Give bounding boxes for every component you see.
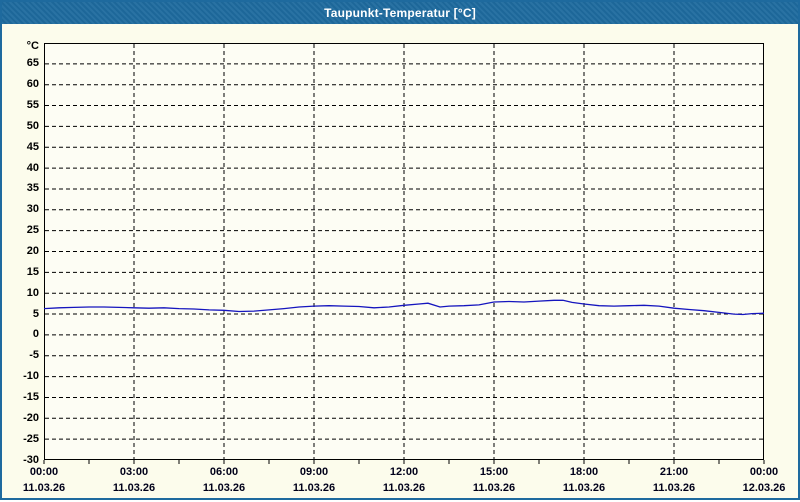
y-tick-label: 20 bbox=[26, 245, 39, 257]
x-tick-date-label: 11.03.26 bbox=[292, 482, 336, 494]
y-tick-label: -25 bbox=[23, 432, 39, 445]
y-tick-label: 35 bbox=[26, 182, 39, 195]
x-tick-date-label: 11.03.26 bbox=[382, 482, 426, 494]
x-tick-time-label: 00:00 bbox=[749, 466, 779, 478]
y-tick-label: 40 bbox=[26, 161, 39, 174]
plot-area bbox=[44, 43, 764, 460]
y-axis-unit-label: °C bbox=[26, 40, 39, 52]
x-tick-date-label: 11.03.26 bbox=[202, 482, 246, 494]
window-title: Taupunkt-Temperatur [°C] bbox=[324, 6, 476, 20]
x-tick-date-label: 11.03.26 bbox=[112, 482, 156, 494]
y-tick-label: 5 bbox=[32, 307, 39, 320]
x-tick-time-label: 09:00 bbox=[299, 466, 329, 478]
x-tick-time-label: 21:00 bbox=[659, 466, 689, 478]
y-tick-label: 10 bbox=[26, 286, 39, 299]
y-tick-label: -15 bbox=[23, 390, 39, 403]
x-tick-time-label: 03:00 bbox=[119, 466, 149, 478]
y-tick-label: 30 bbox=[26, 203, 39, 216]
x-tick-time-label: 15:00 bbox=[479, 466, 509, 478]
x-tick-time-label: 18:00 bbox=[569, 466, 599, 478]
y-tick-label: 50 bbox=[26, 119, 39, 132]
y-tick-label: 55 bbox=[26, 99, 39, 112]
x-tick-date-label: 11.03.26 bbox=[472, 482, 516, 494]
x-tick-time-label: 06:00 bbox=[209, 466, 239, 478]
y-tick-label: 60 bbox=[26, 78, 39, 91]
y-tick-label: 25 bbox=[26, 224, 39, 237]
window-titlebar: Taupunkt-Temperatur [°C] bbox=[2, 2, 798, 24]
y-tick-label: 45 bbox=[26, 140, 39, 153]
x-tick-date-label: 12.03.26 bbox=[742, 482, 786, 494]
x-tick-date-label: 11.03.26 bbox=[652, 482, 696, 494]
y-tick-label: -5 bbox=[29, 349, 39, 362]
x-tick-time-label: 00:00 bbox=[29, 466, 59, 478]
y-tick-label: -30 bbox=[23, 453, 39, 466]
x-tick-time-label: 12:00 bbox=[389, 466, 419, 478]
y-tick-label: 0 bbox=[32, 328, 39, 341]
y-tick-label: 15 bbox=[26, 265, 39, 278]
y-tick-label: -20 bbox=[23, 411, 39, 424]
y-tick-label: -10 bbox=[23, 370, 39, 383]
x-tick-date-label: 11.03.26 bbox=[22, 482, 66, 494]
y-tick-label: 65 bbox=[26, 57, 39, 70]
x-tick-date-label: 11.03.26 bbox=[562, 482, 606, 494]
